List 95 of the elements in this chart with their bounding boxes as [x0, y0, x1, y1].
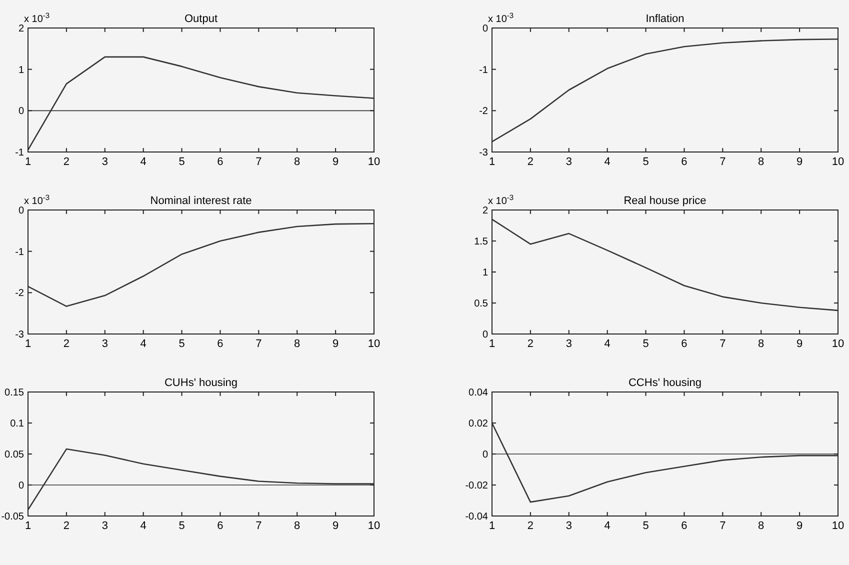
- x-tick-label: 10: [368, 520, 380, 532]
- y-tick-label: 0: [482, 330, 488, 340]
- y-tick-label: 0: [18, 206, 24, 216]
- x-tick-label: 2: [63, 520, 70, 532]
- chart-title: Inflation: [646, 13, 684, 25]
- y-tick-label: 2: [18, 24, 24, 34]
- x-tick-label: 5: [178, 520, 185, 532]
- x-tick-label: 6: [681, 520, 688, 532]
- x-tick-label: 9: [332, 156, 339, 168]
- x-tick-label: 9: [796, 338, 803, 350]
- x-tick-label: 5: [642, 338, 649, 350]
- y-tick-label: 0: [18, 106, 24, 118]
- x-tick-label: 4: [140, 520, 146, 532]
- y-tick-label: 0.1: [10, 418, 24, 430]
- x-tick-label: 3: [102, 156, 108, 168]
- y-tick-label: 0: [482, 450, 488, 460]
- x-tick-label: 8: [758, 520, 764, 532]
- x-tick-label: 9: [796, 520, 803, 532]
- chart-title: Real house price: [624, 195, 706, 207]
- x-tick-label: 3: [566, 520, 572, 532]
- x-tick-label: 7: [256, 338, 262, 350]
- x-tick-label: 8: [758, 338, 764, 350]
- x-tick-label: 5: [178, 156, 185, 168]
- x-tick-label: 10: [832, 338, 844, 350]
- y-tick-label: 0.02: [468, 418, 488, 430]
- x-tick-label: 5: [642, 520, 649, 532]
- line-series: [491, 38, 839, 142]
- y-tick-label: 1: [482, 268, 488, 278]
- x-tick-label: 2: [527, 520, 534, 532]
- x-tick-label: 5: [642, 156, 649, 168]
- y-tick-label: -1: [15, 246, 24, 258]
- y-tick-label: 0.05: [4, 450, 24, 460]
- x-tick-label: 7: [720, 520, 726, 532]
- line-series: [27, 222, 375, 307]
- y-tick-label: 0: [18, 480, 24, 492]
- y-tick-label: 0.5: [474, 298, 488, 310]
- x-tick-label: 4: [604, 520, 610, 532]
- x-tick-label: 9: [796, 156, 803, 168]
- line-series: [491, 218, 839, 312]
- chart-title: Output: [184, 13, 218, 25]
- y-tick-label: -0.05: [1, 512, 24, 522]
- y-tick-label: 1.5: [474, 236, 488, 248]
- y-tick-label: -1: [479, 64, 488, 76]
- y-tick-label: -2: [479, 106, 488, 118]
- x-tick-label: 3: [566, 338, 572, 350]
- x-tick-label: 2: [63, 338, 70, 350]
- x-tick-label: 4: [140, 338, 146, 350]
- x-tick-label: 7: [256, 520, 262, 532]
- y-tick-label: -3: [15, 330, 24, 340]
- x-tick-label: 8: [294, 520, 300, 532]
- x-tick-label: 10: [832, 156, 844, 168]
- y-tick-label: 1: [18, 64, 24, 76]
- y-tick-label: -1: [15, 148, 24, 158]
- x-tick-label: 3: [566, 156, 572, 168]
- y-tick-label: 0.04: [468, 388, 488, 398]
- y-tick-label: 0: [482, 24, 488, 34]
- x-tick-label: 3: [102, 338, 108, 350]
- x-tick-label: 6: [217, 520, 224, 532]
- x-tick-label: 2: [527, 338, 534, 350]
- x-tick-label: 9: [332, 520, 339, 532]
- x-tick-label: 10: [368, 156, 380, 168]
- x-tick-label: 4: [604, 156, 610, 168]
- text: x 10$^{-3}$: [488, 192, 514, 207]
- x-tick-label: 4: [140, 156, 146, 168]
- chart-title: CUHs' housing: [164, 377, 238, 389]
- y-tick-label: 0.15: [4, 388, 24, 398]
- x-tick-label: 7: [256, 156, 262, 168]
- x-tick-label: 7: [720, 338, 726, 350]
- y-tick-label: 2: [482, 206, 488, 216]
- x-tick-label: 4: [604, 338, 610, 350]
- y-tick-label: -2: [15, 288, 24, 300]
- y-tick-label: -3: [479, 148, 488, 158]
- x-tick-label: 3: [102, 520, 108, 532]
- x-tick-label: 10: [368, 338, 380, 350]
- x-tick-label: 2: [527, 156, 534, 168]
- x-tick-label: 5: [178, 338, 185, 350]
- y-tick-label: -0.02: [465, 480, 488, 492]
- x-tick-label: 9: [332, 338, 339, 350]
- x-tick-label: 10: [832, 520, 844, 532]
- x-tick-label: 8: [294, 338, 300, 350]
- text: x 10$^{-3}$: [488, 10, 514, 25]
- x-tick-label: 7: [720, 156, 726, 168]
- y-tick-label: -0.04: [465, 512, 488, 522]
- x-tick-label: 2: [63, 156, 70, 168]
- text: x 10$^{-3}$: [24, 10, 50, 25]
- x-tick-label: 6: [681, 338, 688, 350]
- line-series: [27, 56, 375, 151]
- text: x 10$^{-3}$: [24, 192, 50, 207]
- chart-title: CCHs' housing: [628, 377, 702, 389]
- x-tick-label: 6: [681, 156, 688, 168]
- x-tick-label: 6: [217, 156, 224, 168]
- x-tick-label: 8: [758, 156, 764, 168]
- chart-title: Nominal interest rate: [150, 195, 252, 207]
- x-tick-label: 6: [217, 338, 224, 350]
- x-tick-label: 8: [294, 156, 300, 168]
